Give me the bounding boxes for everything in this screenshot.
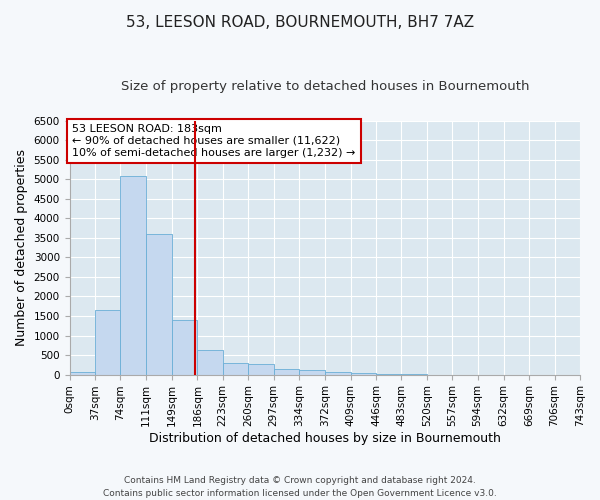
Bar [146,234,172,374]
Bar [350,373,376,374]
Text: 53, LEESON ROAD, BOURNEMOUTH, BH7 7AZ: 53, LEESON ROAD, BOURNEMOUTH, BH7 7AZ [126,15,474,30]
Bar [121,176,146,374]
Bar [223,363,248,374]
Title: Size of property relative to detached houses in Bournemouth: Size of property relative to detached ho… [121,80,529,93]
X-axis label: Distribution of detached houses by size in Bournemouth: Distribution of detached houses by size … [149,432,501,445]
Bar [325,372,350,374]
Bar [248,364,274,374]
Text: Contains HM Land Registry data © Crown copyright and database right 2024.
Contai: Contains HM Land Registry data © Crown c… [103,476,497,498]
Bar [197,350,223,374]
Bar [70,372,95,374]
Text: 53 LEESON ROAD: 183sqm
← 90% of detached houses are smaller (11,622)
10% of semi: 53 LEESON ROAD: 183sqm ← 90% of detached… [72,124,355,158]
Bar [172,320,197,374]
Bar [95,310,121,374]
Bar [299,370,325,374]
Y-axis label: Number of detached properties: Number of detached properties [15,149,28,346]
Bar [274,369,299,374]
